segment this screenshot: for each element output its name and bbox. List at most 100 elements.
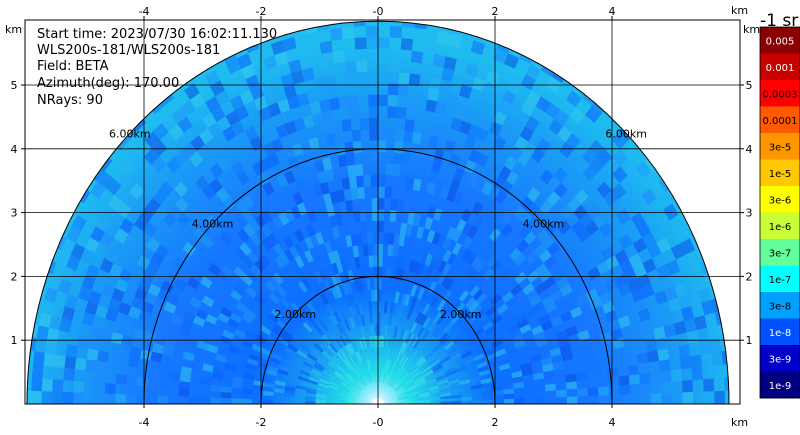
range-gate-cell (368, 359, 372, 372)
range-gate-cell (350, 388, 360, 395)
range-gate-cell (209, 163, 224, 179)
range-gate-cell (196, 340, 209, 351)
range-gate-cell (220, 264, 234, 278)
range-gate-cell (243, 373, 255, 381)
range-gate-cell (452, 333, 463, 344)
range-gate-cell (220, 392, 232, 399)
range-gate-cell (512, 334, 524, 344)
range-gate-cell (410, 350, 419, 361)
range-gate-cell (401, 356, 409, 368)
range-gate-cell (498, 165, 512, 181)
range-gate-cell (365, 25, 378, 38)
range-gate-cell (559, 142, 574, 159)
range-gate-cell (344, 344, 352, 356)
range-gate-cell (73, 380, 85, 393)
range-gate-cell (331, 356, 341, 366)
range-gate-cell (386, 373, 392, 384)
range-gate-cell (301, 277, 312, 291)
x-tick-label-bottom: 4 (609, 416, 616, 429)
range-gate-cell (325, 303, 334, 315)
range-gate-cell (618, 282, 632, 297)
range-gate-cell (519, 323, 532, 335)
range-gate-cell (345, 61, 357, 74)
range-gate-cell (464, 357, 476, 366)
range-gate-cell (483, 267, 495, 281)
range-gate-cell (545, 333, 558, 344)
range-gate-cell (541, 235, 555, 250)
range-gate-cell (398, 268, 405, 282)
range-gate-cell (395, 210, 403, 223)
range-gate-cell (388, 60, 400, 73)
range-gate-cell (576, 293, 590, 307)
range-gate-cell (174, 278, 187, 292)
range-gate-cell (467, 225, 479, 239)
range-gate-cell (41, 391, 53, 404)
range-gate-cell (228, 345, 240, 355)
range-gate-cell (267, 152, 280, 168)
range-gate-cell (406, 307, 414, 320)
range-gate-cell (397, 368, 405, 379)
range-gate-cell (242, 388, 253, 395)
range-gate-cell (378, 370, 381, 382)
range-gate-cell (348, 342, 356, 354)
range-gate-cell (44, 287, 59, 303)
range-gate-cell (315, 401, 326, 404)
range-gate-cell (546, 191, 561, 207)
range-gate-cell (397, 83, 409, 97)
range-gate-cell (534, 282, 548, 295)
range-gate-cell (587, 387, 599, 396)
range-gate-cell (348, 371, 357, 381)
range-gate-cell (146, 237, 161, 253)
range-gate-cell (201, 112, 217, 129)
range-gate-cell (480, 377, 492, 385)
range-gate-cell (599, 222, 614, 238)
range-gate-cell (428, 385, 439, 391)
range-gate-cell (404, 119, 415, 132)
range-gate-cell (434, 101, 447, 115)
range-gate-cell (565, 133, 581, 150)
range-gate-cell (295, 388, 306, 393)
colorbar-label: 3e-8 (769, 301, 792, 312)
range-gate-cell (519, 210, 533, 226)
range-gate-cell (461, 396, 473, 401)
range-gate-cell (416, 262, 425, 276)
range-gate-cell (320, 293, 329, 306)
range-gate-cell (347, 401, 358, 404)
colorbar-segment (760, 318, 800, 346)
range-gate-cell (307, 302, 317, 314)
range-gate-cell (342, 378, 353, 387)
range-gate-cell (443, 321, 454, 333)
range-gate-cell (253, 380, 265, 387)
range-gate-cell (227, 318, 240, 329)
range-gate-cell (446, 92, 460, 107)
range-gate-cell (109, 263, 123, 279)
range-gate-cell (64, 294, 79, 310)
range-gate-cell (424, 253, 433, 267)
range-gate-cell (469, 285, 480, 298)
range-gate-cell (40, 285, 49, 300)
range-gate-cell (525, 288, 539, 301)
range-gate-cell (396, 106, 407, 120)
range-gate-cell (121, 334, 134, 347)
range-gate-cell (627, 278, 642, 293)
range-gate-cell (97, 171, 113, 189)
range-gate-cell (331, 326, 340, 338)
range-gate-cell (566, 197, 581, 213)
range-gate-cell (577, 388, 588, 397)
range-gate-cell (261, 237, 274, 251)
range-gate-cell (85, 264, 100, 280)
range-gate-cell (432, 364, 443, 372)
range-gate-cell (128, 306, 142, 319)
range-gate-cell (637, 273, 651, 289)
range-gate-cell (444, 139, 456, 154)
range-gate-cell (88, 290, 102, 305)
range-gate-cell (105, 383, 116, 394)
range-gate-cell (465, 297, 476, 309)
range-gate-cell (393, 152, 403, 165)
range-gate-cell (81, 275, 96, 291)
range-gate-cell (314, 361, 325, 370)
range-gate-cell (667, 297, 682, 313)
range-gate-cell (407, 212, 416, 225)
range-gate-cell (301, 212, 312, 227)
range-gate-cell (514, 339, 526, 350)
